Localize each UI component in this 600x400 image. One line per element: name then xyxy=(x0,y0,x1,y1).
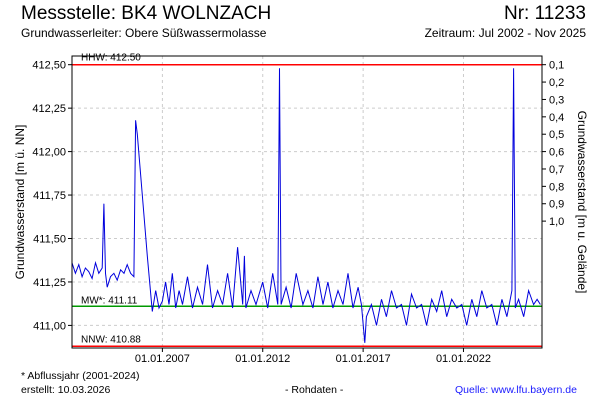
y2-tick-label: 0,5 xyxy=(549,129,564,141)
y-tick-label: 411,50 xyxy=(33,234,66,246)
y2-tick-label: 1,0 xyxy=(549,216,564,228)
aquifer-label: Grundwasserleiter: Obere Süßwassermolass… xyxy=(21,26,267,40)
station-number: Nr: 11233 xyxy=(503,3,586,24)
x-tick-label: 01.01.2022 xyxy=(436,353,491,365)
y-axis-right: 0,1 0,2 0,3 0,4 0,5 0,6 0,7 0,8 0,9 1,0 xyxy=(542,60,564,228)
hhw-label: HHW: 412.50 xyxy=(81,53,141,64)
source-link[interactable]: Quelle: www.lfu.bayern.de xyxy=(455,384,577,396)
plot-frame xyxy=(71,55,543,349)
page-title: Messstelle: BK4 WOLNZACH xyxy=(21,3,272,24)
period-label: Zeitraum: Jul 2002 - Nov 2025 xyxy=(424,26,586,40)
reference-lines: HHW: 412.50 MW*: 411.11 NNW: 410.88 xyxy=(72,53,542,348)
y-tick-label: 411,25 xyxy=(33,277,66,289)
y2-tick-label: 0,4 xyxy=(549,112,564,124)
y-tick-label: 412,00 xyxy=(32,147,66,159)
y-axis-left: 411,00 411,25 411,50 411,75 412,00 412,25 412,… xyxy=(32,60,72,332)
created-date: erstellt: 10.03.2026 xyxy=(21,384,111,396)
mw-label: MW*: 411.11 xyxy=(81,295,138,306)
y-axis-label: Grundwasserstand [m ü. NN] xyxy=(13,125,27,280)
y2-tick-label: 0,3 xyxy=(549,94,564,106)
raw-data-label: - Rohdaten - xyxy=(285,384,344,396)
x-tick-label: 01.01.2012 xyxy=(235,353,290,365)
y2-tick-label: 0,8 xyxy=(549,181,564,193)
footnote-hydrological-year: * Abflussjahr (2001-2024) xyxy=(21,370,140,382)
nnw-label: NNW: 410.88 xyxy=(81,334,141,345)
x-axis: 01.01.2007 01.01.2012 01.01.2017 01.01.2022 xyxy=(135,348,491,365)
y2-tick-label: 0,6 xyxy=(549,147,564,159)
y-tick-label: 411,75 xyxy=(33,190,66,202)
y2-axis-label: Grundwasserstand [m u. Gelände] xyxy=(575,111,589,294)
series-line-groundwater-level xyxy=(71,68,541,343)
x-tick-label: 01.01.2007 xyxy=(135,353,190,365)
y2-tick-label: 0,1 xyxy=(549,60,564,72)
y2-tick-label: 0,2 xyxy=(549,77,564,89)
y2-tick-label: 0,9 xyxy=(549,199,564,211)
y2-tick-label: 0,7 xyxy=(549,164,564,176)
y-tick-label: 412,50 xyxy=(32,60,66,72)
y-tick-label: 412,25 xyxy=(32,103,66,115)
y-tick-label: 411,00 xyxy=(33,320,66,332)
x-tick-label: 01.01.2017 xyxy=(336,353,391,365)
